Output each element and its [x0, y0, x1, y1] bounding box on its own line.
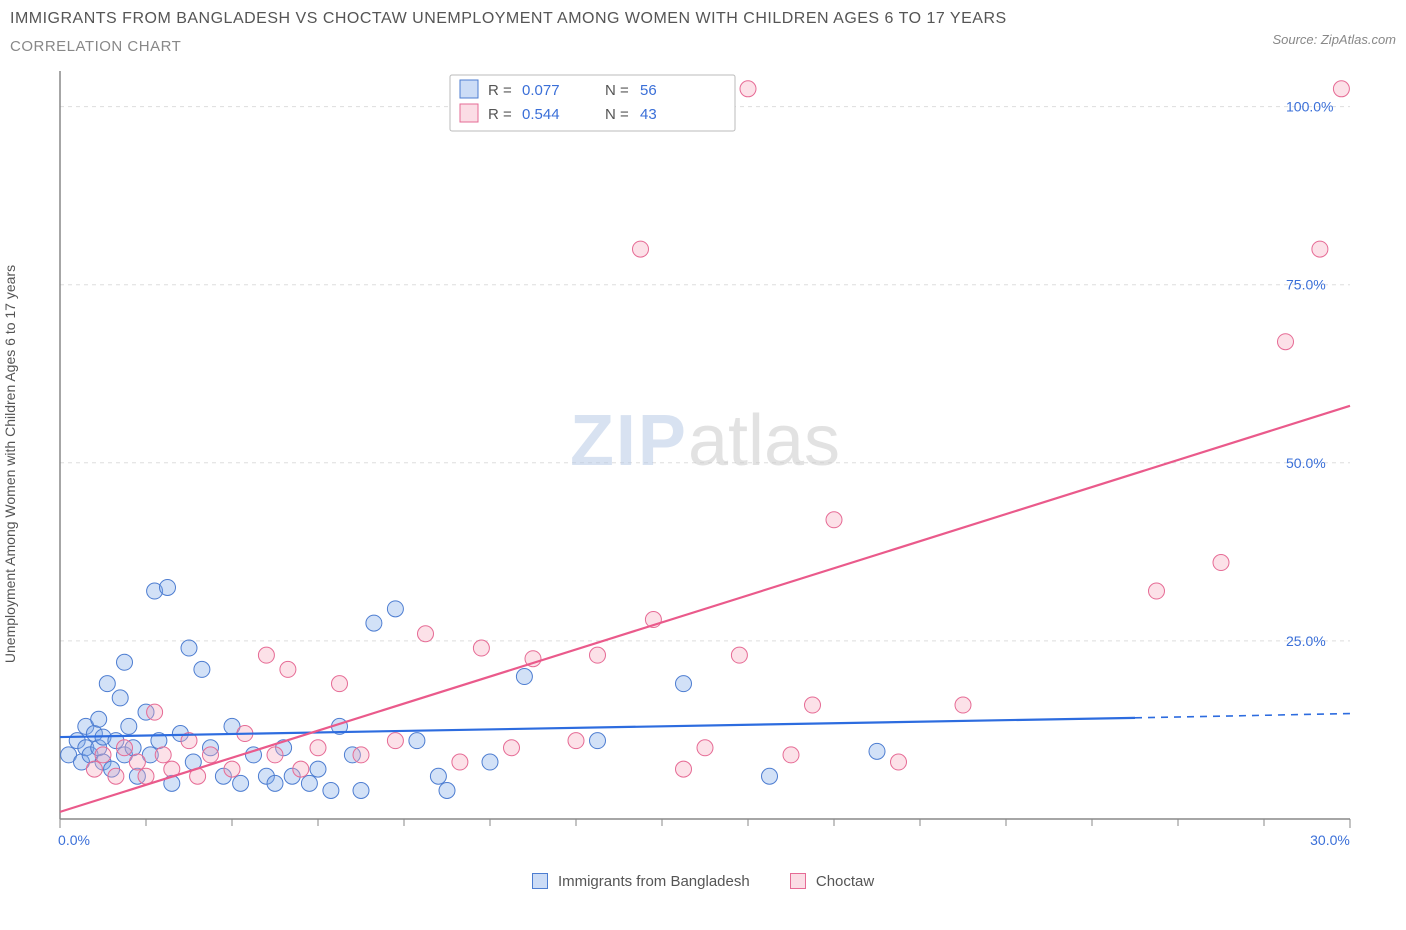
data-point: [310, 740, 326, 756]
data-point: [310, 761, 326, 777]
data-point: [590, 733, 606, 749]
y-tick-label: 50.0%: [1286, 455, 1326, 471]
legend-r-label: R =: [488, 82, 512, 99]
data-point: [267, 747, 283, 763]
y-tick-label: 100.0%: [1286, 99, 1333, 115]
y-axis-label: Unemployment Among Women with Children A…: [2, 265, 18, 663]
data-point: [387, 733, 403, 749]
data-point: [783, 747, 799, 763]
data-point: [353, 783, 369, 799]
legend-n-value: 56: [640, 82, 657, 99]
legend-swatch-pink: [790, 873, 806, 889]
data-point: [418, 626, 434, 642]
data-point: [805, 697, 821, 713]
data-point: [1312, 241, 1328, 257]
legend-r-value: 0.544: [522, 106, 560, 123]
y-tick-label: 75.0%: [1286, 277, 1326, 293]
legend-swatch: [460, 104, 478, 122]
data-point: [121, 718, 137, 734]
data-point: [301, 775, 317, 791]
data-point: [194, 661, 210, 677]
legend-swatch-blue: [532, 873, 548, 889]
data-point: [203, 747, 219, 763]
legend-item-choctaw: Choctaw: [790, 873, 875, 890]
data-point: [86, 761, 102, 777]
data-point: [568, 733, 584, 749]
legend-item-bangladesh: Immigrants from Bangladesh: [532, 873, 750, 890]
data-point: [112, 690, 128, 706]
data-point: [452, 754, 468, 770]
data-point: [155, 747, 171, 763]
data-point: [280, 661, 296, 677]
data-point: [516, 669, 532, 685]
data-point: [482, 754, 498, 770]
legend-r-value: 0.077: [522, 82, 560, 99]
data-point: [129, 754, 145, 770]
data-point: [633, 241, 649, 257]
data-point: [353, 747, 369, 763]
data-point: [224, 761, 240, 777]
legend-label: Immigrants from Bangladesh: [558, 873, 750, 890]
data-point: [293, 761, 309, 777]
data-point: [1149, 583, 1165, 599]
data-point: [439, 783, 455, 799]
trend-line-blue-extrapolated: [1135, 714, 1350, 718]
data-point: [117, 654, 133, 670]
scatter-chart: 25.0% 50.0% 75.0% 100.0% ZIPatlas 0.0% 30.0% R …: [10, 59, 1396, 869]
data-point: [138, 768, 154, 784]
data-point: [181, 640, 197, 656]
data-point: [697, 740, 713, 756]
y-tick-label: 25.0%: [1286, 633, 1326, 649]
legend-r-label: R =: [488, 106, 512, 123]
chart-title: IMMIGRANTS FROM BANGLADESH VS CHOCTAW UN…: [10, 10, 1007, 28]
data-point: [869, 743, 885, 759]
data-point: [258, 647, 274, 663]
data-point: [740, 81, 756, 97]
data-point: [590, 647, 606, 663]
data-point: [826, 512, 842, 528]
data-point: [731, 647, 747, 663]
x-tick-label: 30.0%: [1310, 832, 1350, 848]
data-point: [1333, 81, 1349, 97]
data-point: [147, 704, 163, 720]
data-point: [676, 761, 692, 777]
chart-subtitle: CORRELATION CHART: [10, 38, 1007, 55]
data-point: [955, 697, 971, 713]
data-point: [504, 740, 520, 756]
chart-area: Unemployment Among Women with Children A…: [10, 59, 1396, 869]
data-point: [676, 676, 692, 692]
data-point: [1278, 334, 1294, 350]
legend-n-label: N =: [605, 106, 629, 123]
data-point: [366, 615, 382, 631]
data-point: [762, 768, 778, 784]
data-point: [891, 754, 907, 770]
bottom-legend: Immigrants from Bangladesh Choctaw: [10, 873, 1396, 890]
data-point: [332, 676, 348, 692]
legend-n-value: 43: [640, 106, 657, 123]
watermark: ZIPatlas: [570, 401, 840, 481]
data-point: [1213, 555, 1229, 571]
data-point: [160, 579, 176, 595]
chart-source: Source: ZipAtlas.com: [1272, 32, 1396, 47]
legend-swatch: [460, 80, 478, 98]
data-point: [267, 775, 283, 791]
data-point: [108, 768, 124, 784]
data-point: [95, 747, 111, 763]
x-tick-label: 0.0%: [58, 832, 90, 848]
data-point: [99, 676, 115, 692]
data-point: [409, 733, 425, 749]
data-point: [233, 775, 249, 791]
data-point: [473, 640, 489, 656]
legend-n-label: N =: [605, 82, 629, 99]
data-point: [387, 601, 403, 617]
data-point: [117, 740, 133, 756]
legend-label: Choctaw: [816, 873, 874, 890]
data-point: [430, 768, 446, 784]
data-point: [91, 711, 107, 727]
data-point: [323, 783, 339, 799]
